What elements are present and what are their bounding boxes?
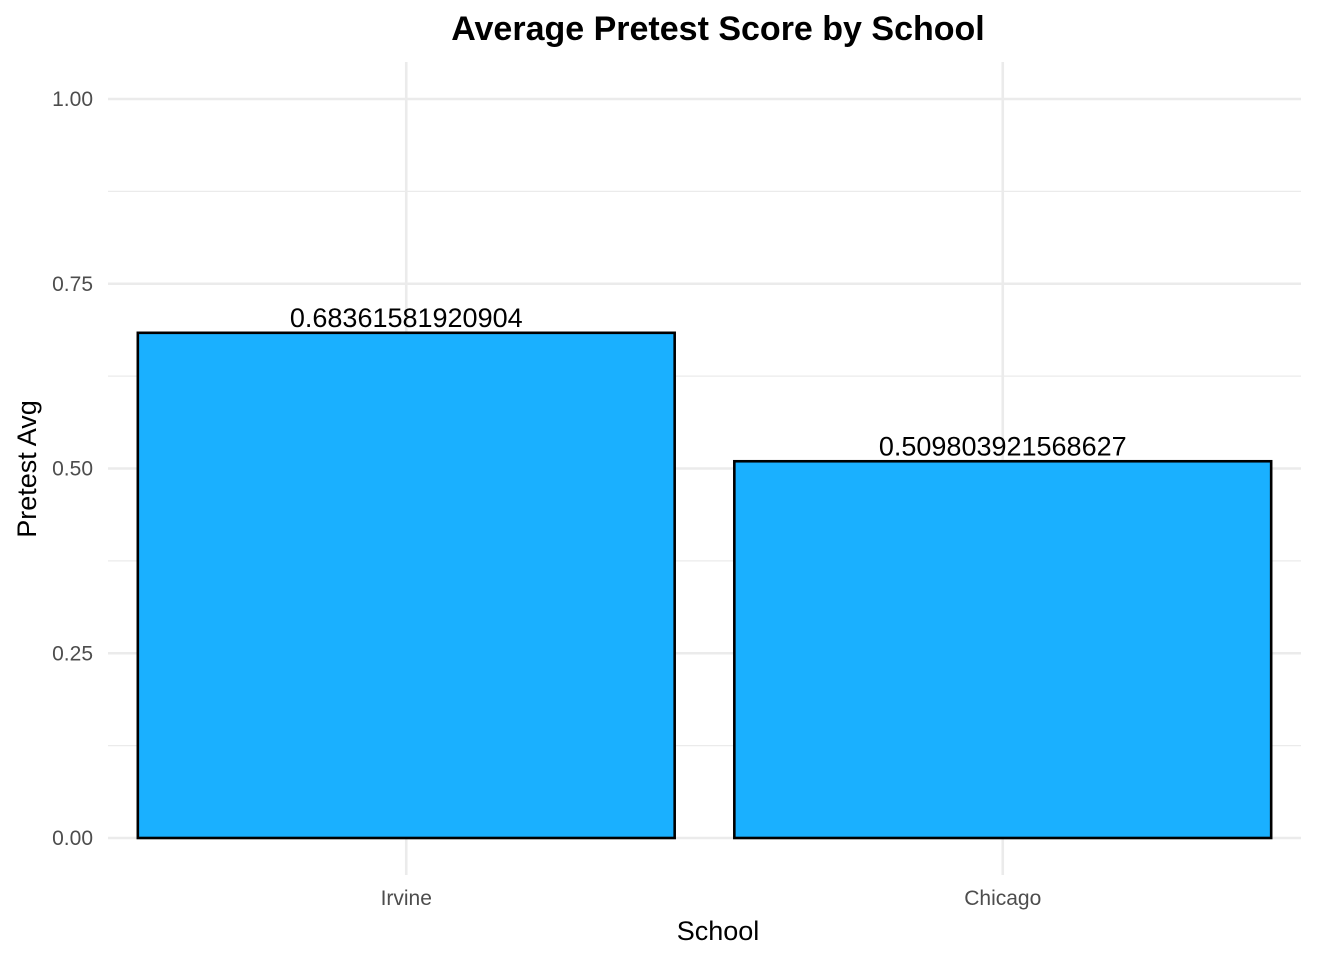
y-tick-label: 0.00	[52, 827, 93, 850]
x-tick-label: Irvine	[381, 887, 432, 910]
x-tick-label: Chicago	[964, 887, 1041, 910]
y-tick-label: 1.00	[52, 88, 93, 111]
x-axis-title: School	[677, 916, 760, 946]
y-axis-ticks: 0.00 0.25 0.50 0.75 1.00	[52, 88, 93, 850]
y-tick-label: 0.25	[52, 642, 93, 665]
chart-title: Average Pretest Score by School	[451, 10, 985, 48]
x-axis-ticks: Irvine Chicago	[381, 887, 1042, 910]
bar-value-label: 0.509803921568627	[879, 431, 1127, 461]
bar-value-label: 0.68361581920904	[290, 303, 523, 333]
bars	[136, 331, 1273, 840]
y-tick-label: 0.75	[52, 273, 93, 296]
data-labels: 0.68361581920904 0.509803921568627	[290, 303, 1127, 461]
bar-irvine	[136, 331, 676, 840]
y-axis-title: Pretest Avg	[12, 400, 42, 538]
y-tick-label: 0.50	[52, 458, 93, 481]
bar-chicago	[733, 459, 1273, 840]
